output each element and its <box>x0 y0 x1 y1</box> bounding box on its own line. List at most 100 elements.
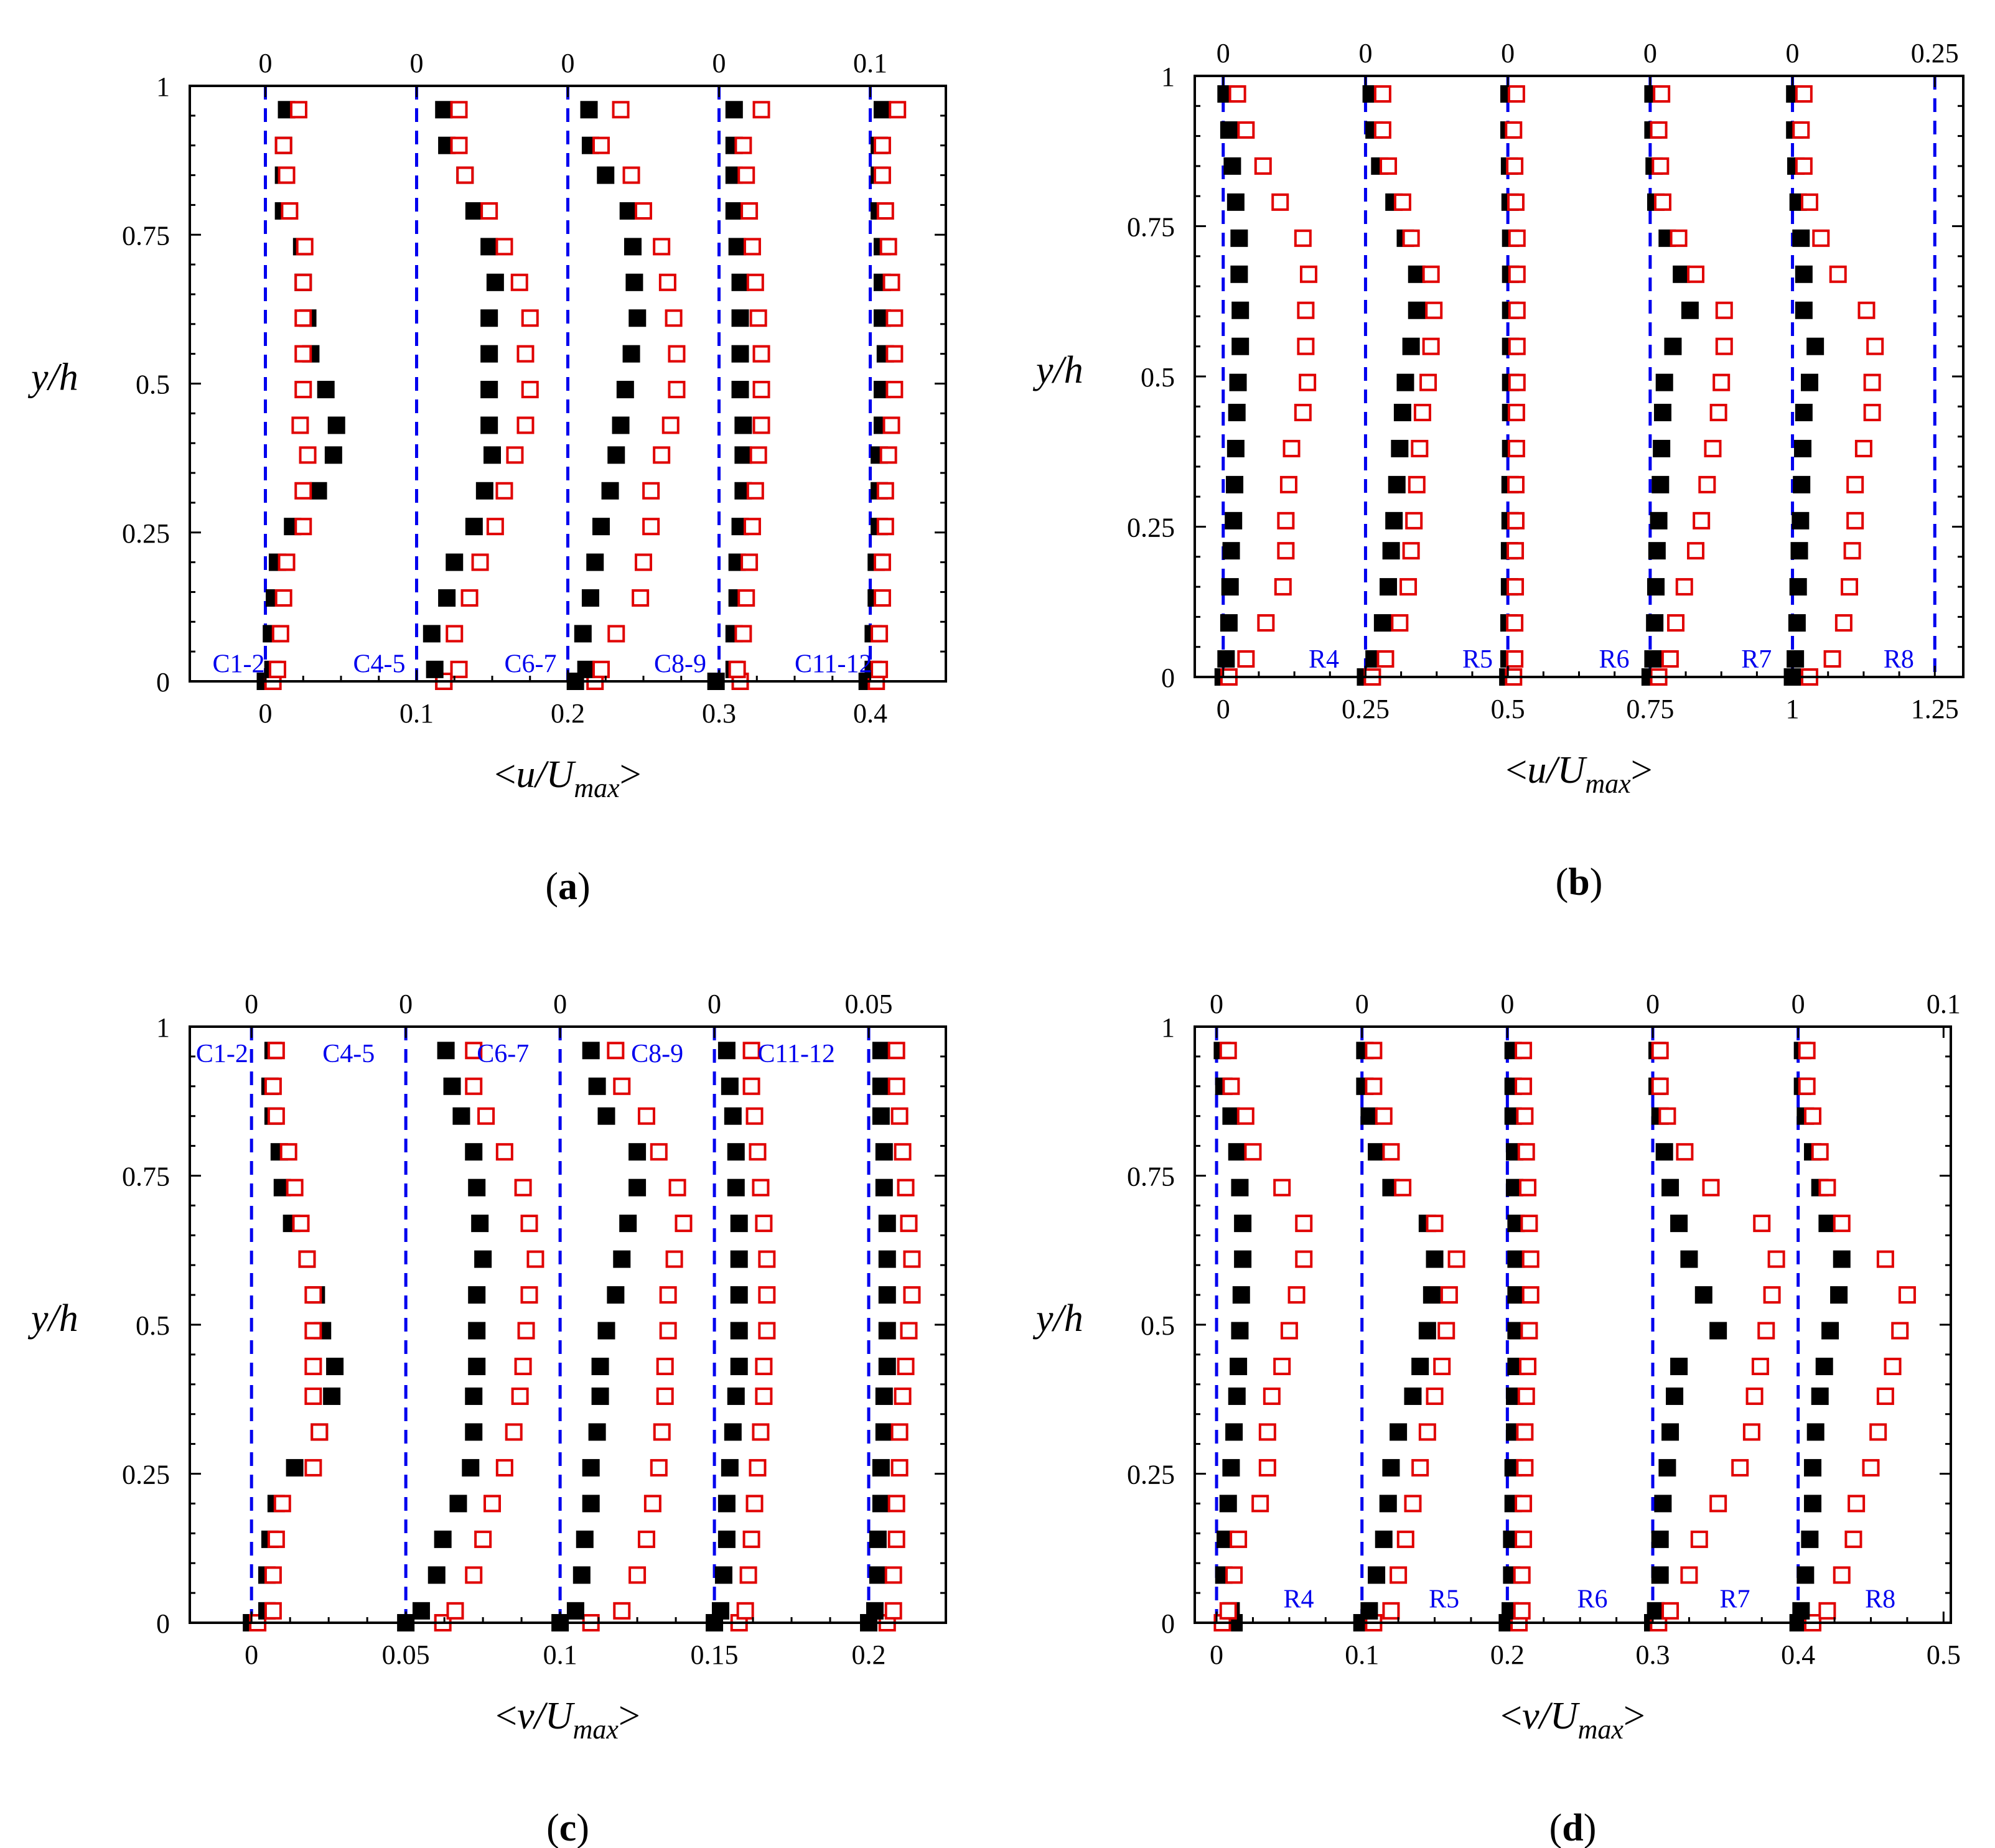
hollow-marker <box>1508 229 1526 247</box>
filled-marker <box>728 238 746 256</box>
hollow-marker <box>514 1178 532 1197</box>
filled-marker <box>1232 1286 1250 1304</box>
hollow-marker <box>1373 121 1391 139</box>
y-axis-label: y/h <box>1032 349 1083 391</box>
hollow-marker <box>1440 1286 1458 1304</box>
hollow-marker <box>1812 229 1830 247</box>
hollow-marker <box>1843 542 1861 560</box>
filled-marker <box>1382 542 1400 560</box>
hollow-marker <box>1251 1495 1269 1513</box>
hollow-marker <box>1767 1250 1785 1268</box>
hollow-marker <box>885 309 904 327</box>
filled-marker <box>1229 373 1247 391</box>
filled-marker <box>872 1495 890 1513</box>
filled-marker <box>484 446 501 464</box>
hollow-marker <box>511 1387 529 1405</box>
hollow-marker <box>656 1358 674 1376</box>
filled-marker <box>1670 1215 1688 1233</box>
hollow-marker <box>887 1042 905 1060</box>
hollow-marker <box>1447 1250 1465 1268</box>
filled-marker <box>1373 614 1391 632</box>
x-axis-label: <u/Umax> <box>1505 749 1652 799</box>
hollow-marker <box>668 1178 686 1197</box>
y-axis-label: y/h <box>1032 1297 1083 1340</box>
filled-marker <box>624 238 642 256</box>
filled-marker <box>486 273 504 291</box>
filled-marker <box>1821 1322 1839 1340</box>
hollow-marker <box>1801 193 1818 211</box>
hollow-marker <box>1521 1250 1539 1268</box>
filled-marker <box>577 660 595 678</box>
hollow-marker <box>650 1458 668 1477</box>
hollow-marker <box>758 1250 776 1268</box>
hollow-marker <box>1390 1566 1408 1584</box>
filled-marker <box>434 1530 452 1548</box>
hollow-marker <box>668 345 686 363</box>
filled-marker <box>426 660 444 678</box>
hollow-marker <box>450 101 468 119</box>
filled-marker <box>717 1495 736 1513</box>
profile-label: R4 <box>1309 645 1339 674</box>
hollow-marker <box>1399 578 1418 596</box>
filled-marker <box>1368 1566 1386 1584</box>
hollow-marker <box>1704 439 1722 457</box>
hollow-marker <box>637 1107 655 1125</box>
hollow-marker <box>743 238 761 256</box>
filled-marker <box>468 1322 486 1340</box>
filled-marker <box>1393 403 1411 421</box>
x-tick-label: 0.1 <box>543 1640 577 1670</box>
hollow-marker <box>1521 1286 1539 1304</box>
hollow-marker <box>612 101 630 119</box>
filled-marker <box>581 589 599 607</box>
hollow-marker <box>446 625 464 643</box>
filled-marker <box>1390 1423 1408 1441</box>
filled-marker <box>724 1423 742 1441</box>
hollow-marker <box>267 1530 285 1548</box>
hollow-marker <box>607 625 625 643</box>
hollow-marker <box>1404 1495 1422 1513</box>
filled-marker <box>1228 403 1246 421</box>
subplot-a: 0 0.1 0.2 0.3 0.4 0 0 0 0 0.1 0 0.25 0.5 0.75 1 C1-2 C4-… <box>27 48 947 908</box>
hollow-marker <box>1658 1107 1676 1125</box>
filled-marker <box>1648 542 1666 560</box>
filled-marker <box>1379 1495 1397 1513</box>
hollow-marker <box>1712 373 1731 391</box>
filled-marker <box>588 1423 606 1441</box>
hollow-marker <box>745 1495 764 1513</box>
hollow-marker <box>299 446 317 464</box>
filled-marker <box>1388 475 1406 493</box>
hollow-marker <box>1244 1143 1262 1161</box>
filled-marker <box>1653 439 1671 457</box>
hollow-marker <box>268 660 286 678</box>
hollow-marker <box>1818 1178 1836 1197</box>
hollow-marker <box>1219 1042 1237 1060</box>
hollow-marker <box>642 518 660 536</box>
filled-marker <box>730 1358 748 1376</box>
filled-marker <box>1818 1215 1836 1233</box>
hollow-marker <box>1742 1423 1760 1441</box>
filled-marker <box>1787 650 1805 668</box>
filled-marker <box>1644 650 1662 668</box>
filled-marker <box>1647 578 1665 596</box>
filled-marker <box>725 101 743 119</box>
hollow-marker <box>1228 85 1246 103</box>
subplot-label: (a) <box>545 866 590 908</box>
x-tick-label: 0.25 <box>1342 694 1390 724</box>
filled-marker <box>1360 1107 1378 1125</box>
hollow-marker <box>1846 511 1864 530</box>
filled-marker <box>1219 1495 1237 1513</box>
hollow-marker <box>1661 1602 1680 1620</box>
filled-marker <box>878 1286 896 1304</box>
hollow-marker <box>755 1387 773 1405</box>
hollow-marker <box>1884 1358 1902 1376</box>
hollow-marker <box>264 1602 282 1620</box>
hollow-marker <box>887 1077 905 1095</box>
hollow-marker <box>884 1566 902 1584</box>
hollow-marker <box>1698 475 1716 493</box>
hollow-marker <box>1413 403 1431 421</box>
hollow-marker <box>643 1495 661 1513</box>
filled-marker <box>1658 1458 1676 1477</box>
hollow-marker <box>1709 1495 1727 1513</box>
profile-label: R7 <box>1741 645 1772 674</box>
filled-marker <box>480 309 498 327</box>
